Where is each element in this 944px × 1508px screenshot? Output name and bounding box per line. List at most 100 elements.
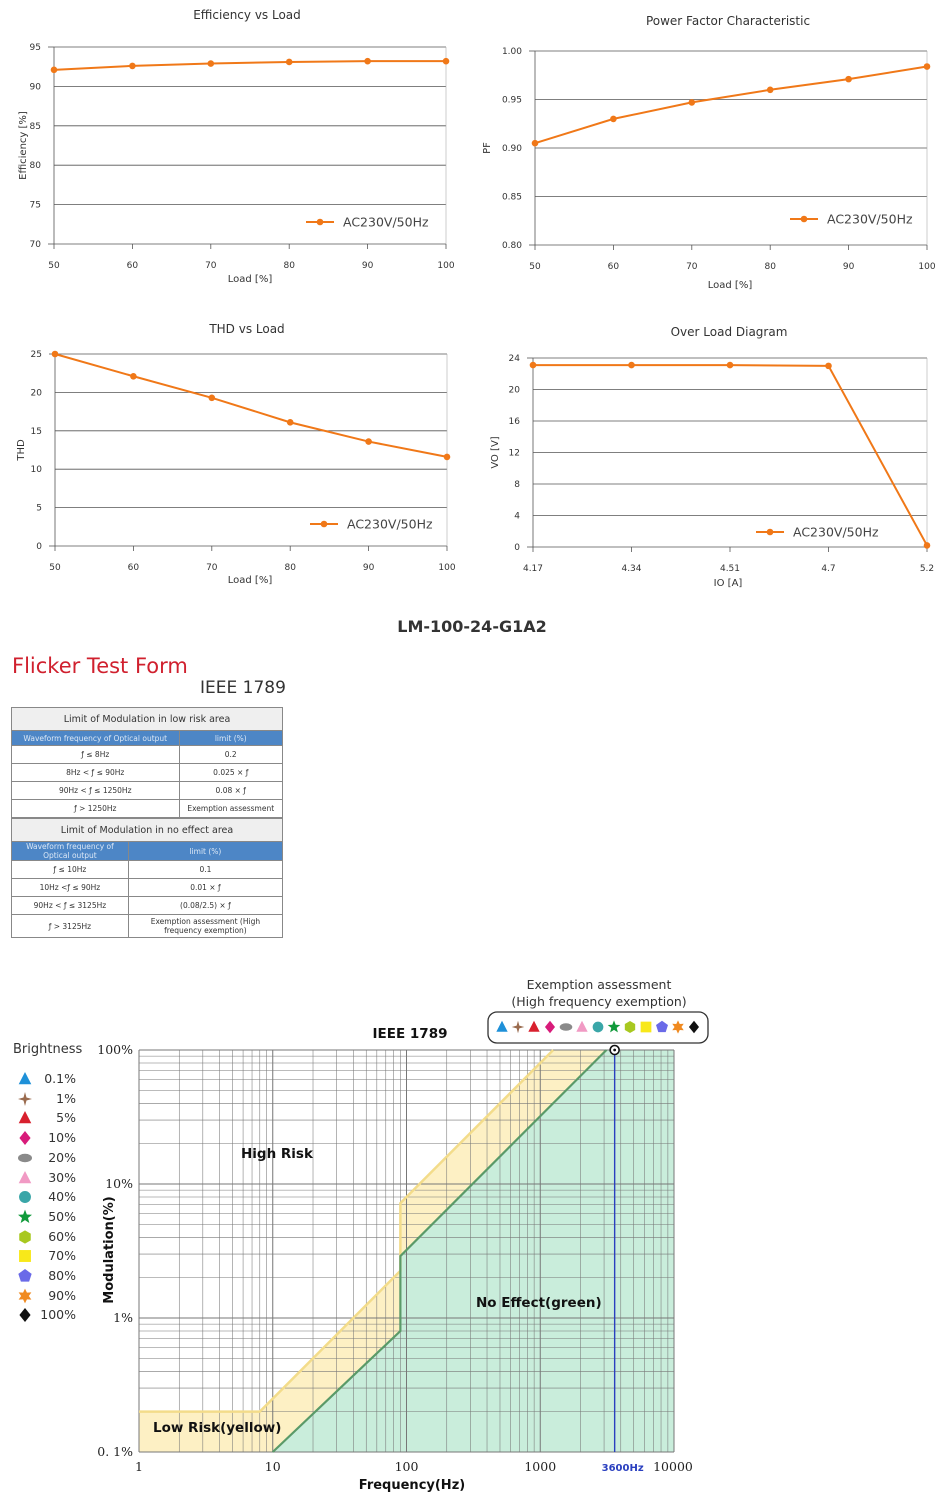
y-tick-label: 25 <box>31 350 42 360</box>
data-point <box>923 63 931 70</box>
data-point <box>529 361 537 369</box>
ellipse-icon <box>559 1023 573 1031</box>
pentagon-icon <box>18 1269 32 1282</box>
triangle-icon <box>18 1072 32 1085</box>
x-tick-label: 60 <box>127 261 139 271</box>
legend-label: 1% <box>56 1090 76 1106</box>
data-point <box>50 66 58 74</box>
legend-item: 50% <box>16 1208 76 1226</box>
ellipse-icon <box>18 1153 32 1162</box>
table-row: 10Hz <ƒ ≤ 90Hz 0.01 × ƒ <box>11 878 284 897</box>
data-point <box>286 419 294 426</box>
x-tick-label: 80 <box>764 262 776 272</box>
x-tick-label: 4.51 <box>720 564 740 574</box>
legend-item: 1% <box>16 1090 76 1108</box>
y-tick-label: 85 <box>30 122 41 132</box>
legend-label: 90% <box>48 1287 76 1303</box>
star6-icon <box>672 1020 684 1034</box>
region-label: High Risk <box>241 1146 314 1162</box>
no-effect-table: Limit of Modulation in no effect area Wa… <box>11 818 284 938</box>
legend-item: 30% <box>16 1169 76 1187</box>
chart-title: Over Load Diagram <box>670 325 788 339</box>
y-axis-label: THD <box>16 439 27 462</box>
table-cell: 10Hz <ƒ ≤ 90Hz <box>11 878 129 897</box>
table-cell: ƒ ≤ 10Hz <box>11 860 129 879</box>
column-header: Waveform frequency of Optical output <box>11 730 180 746</box>
flicker-form-title: Flicker Test Form <box>12 654 188 678</box>
star-icon <box>18 1209 32 1223</box>
x-tick-label: 10 <box>265 1459 281 1474</box>
x-tick-label: 100 <box>438 563 455 573</box>
column-header: limit (%) <box>178 730 284 746</box>
legend-item: 5% <box>16 1109 76 1127</box>
legend-label: 0.1% <box>44 1071 76 1086</box>
y-tick-label: 0.90 <box>502 144 522 154</box>
data-point <box>365 438 372 445</box>
table-cell: 0.2 <box>178 745 284 764</box>
y-tick-label: 20 <box>31 388 43 398</box>
exemption-line2: (High frequency exemption) <box>511 994 687 1009</box>
data-point <box>531 139 539 147</box>
efficiency-chart: Efficiency vs Load 70 75 80 85 90 95 50 60 70 80 9… <box>0 0 470 300</box>
legend-marker <box>320 520 328 528</box>
data-point <box>726 361 734 369</box>
table-row: 90Hz < ƒ ≤ 3125Hz (0.08/2.5) × ƒ <box>11 896 284 915</box>
legend-item: 0.1% <box>16 1070 76 1088</box>
circle-icon <box>592 1021 604 1033</box>
y-tick-label: 75 <box>30 201 41 211</box>
square-icon <box>19 1250 31 1263</box>
y-tick-label: 4 <box>514 512 520 522</box>
data-point <box>688 99 696 106</box>
square-icon <box>640 1021 652 1033</box>
hexagon-icon <box>19 1229 31 1244</box>
data-point <box>442 57 450 65</box>
no-effect-boundary <box>271 1049 608 1453</box>
x-axis-label: Load [%] <box>228 274 273 285</box>
no-effect-region <box>272 1050 674 1452</box>
y-tick-label: 8 <box>514 480 520 490</box>
legend-item: 100% <box>16 1306 76 1324</box>
y-axis-label: VO [V] <box>490 436 501 468</box>
data-point <box>610 115 617 123</box>
y-tick-label: 1.00 <box>502 47 522 57</box>
chart-title: IEEE 1789 <box>373 1026 448 1042</box>
table-cell: 0.01 × ƒ <box>127 878 284 897</box>
region-label: No Effect(green) <box>476 1295 602 1311</box>
table-row: ƒ ≤ 10Hz 0.1 <box>11 860 284 879</box>
table-cell: 0.1 <box>127 860 284 879</box>
legend-label: 50% <box>48 1208 76 1224</box>
circle-icon <box>19 1191 31 1204</box>
triangle-icon <box>18 1111 32 1124</box>
y-axis-label: Efficiency [%] <box>18 111 29 180</box>
y-tick-label: 1% <box>113 1310 133 1325</box>
x-axis-label: IO [A] <box>714 578 743 589</box>
legend-label: AC230V/50Hz <box>343 215 429 230</box>
table-row: ƒ > 3125Hz Exemption assessment (High fre… <box>11 914 284 938</box>
thd-chart: THD vs Load 0 5 10 15 20 25 50 60 70 80 90 100 Load … <box>0 310 470 600</box>
region-label: Low Risk(yellow) <box>153 1420 281 1436</box>
y-tick-label: 0 <box>36 542 42 552</box>
legend-label: 30% <box>48 1169 76 1185</box>
x-tick-label: 1000 <box>524 1459 556 1474</box>
series-line <box>54 353 448 458</box>
series-line <box>533 364 928 546</box>
x-tick-label: 100 <box>918 262 935 272</box>
standard-subtitle: IEEE 1789 <box>200 678 286 698</box>
legend-label: 10% <box>48 1130 76 1146</box>
x-tick-label: 80 <box>283 261 295 271</box>
star-icon <box>607 1020 621 1033</box>
over-load-chart: Over Load Diagram 0 4 8 12 16 20 24 4.17 4.34 4.5… <box>472 310 942 600</box>
table-cell: 0.025 × ƒ <box>178 763 284 782</box>
x-axis-label: Load [%] <box>708 280 753 291</box>
data-point <box>825 362 832 370</box>
y-tick-label: 10% <box>105 1176 133 1191</box>
table-cell: 90Hz < ƒ ≤ 3125Hz <box>11 896 129 915</box>
table-cell: Exemption assessment (High frequency exe… <box>127 914 284 938</box>
brightness-legend-title: Brightness <box>13 1042 83 1057</box>
legend-item: 60% <box>16 1228 76 1246</box>
star4-icon <box>511 1020 525 1034</box>
y-tick-label: 90 <box>30 82 42 92</box>
y-tick-label: 70 <box>30 240 42 250</box>
measured-point-center <box>613 1048 617 1052</box>
table-row: ƒ ≤ 8Hz 0.2 <box>11 745 284 764</box>
